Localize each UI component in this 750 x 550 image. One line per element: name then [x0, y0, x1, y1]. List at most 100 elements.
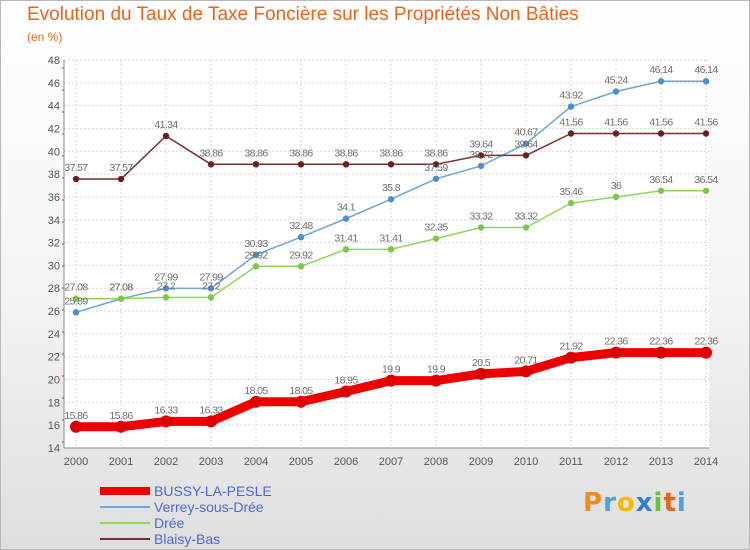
- x-tick-label: 2014: [694, 456, 718, 468]
- data-point: [117, 295, 125, 302]
- data-point: [567, 199, 575, 207]
- y-tick-label: 22: [48, 352, 60, 364]
- data-label: 38.86: [199, 147, 223, 159]
- data-label: 15.86: [109, 410, 133, 422]
- data-label: 35.8: [382, 182, 401, 194]
- data-label: 46.14: [694, 64, 718, 76]
- legend-swatch: [100, 506, 150, 508]
- data-point: [520, 365, 532, 378]
- x-tick-label: 2000: [64, 456, 88, 468]
- y-tick-label: 32: [48, 238, 60, 250]
- data-point: [702, 78, 710, 85]
- data-point: [387, 246, 395, 253]
- data-label: 36: [611, 180, 622, 192]
- data-label: 27.99: [199, 271, 223, 283]
- y-tick-label: 14: [48, 443, 60, 455]
- logo-letter: P: [583, 488, 604, 518]
- data-point: [207, 285, 215, 292]
- data-point: [297, 161, 305, 168]
- data-label: 32.48: [289, 220, 313, 232]
- data-label: 27.08: [109, 282, 133, 294]
- logo-letter: t: [663, 488, 677, 518]
- data-point: [250, 395, 262, 408]
- data-label: 34.1: [337, 202, 356, 214]
- data-point: [342, 215, 350, 222]
- y-tick-label: 42: [48, 123, 60, 135]
- x-tick-label: 2011: [559, 456, 583, 468]
- data-point: [610, 346, 622, 359]
- data-point: [340, 385, 352, 398]
- data-point: [700, 346, 712, 359]
- data-point: [162, 132, 170, 140]
- y-tick-label: 44: [48, 101, 60, 113]
- x-tick-label: 2001: [109, 456, 133, 468]
- data-point: [432, 175, 440, 182]
- data-point: [612, 130, 620, 137]
- data-label: 38.86: [244, 147, 268, 159]
- data-label: 36.54: [649, 174, 673, 186]
- data-label: 38.72: [469, 149, 493, 161]
- data-point: [70, 420, 82, 433]
- data-label: 20.5: [472, 357, 491, 369]
- data-label: 18.95: [334, 375, 358, 387]
- data-label: 27.2: [202, 280, 221, 292]
- data-point: [612, 193, 620, 201]
- data-point: [475, 367, 487, 380]
- data-label: 25.89: [64, 295, 88, 307]
- legend-swatch: [100, 538, 150, 540]
- data-label: 15.86: [64, 410, 88, 422]
- logo-letter: i: [653, 488, 664, 518]
- legend-label: Blaisy-Bas: [154, 531, 221, 547]
- data-label: 46.14: [649, 64, 673, 76]
- data-label: 27.2: [157, 280, 176, 292]
- data-point: [252, 161, 260, 168]
- x-tick-label: 2008: [424, 456, 448, 468]
- logo-letter: r: [603, 488, 617, 518]
- data-point: [567, 103, 575, 110]
- data-point: [385, 374, 397, 387]
- data-label: 43.92: [559, 90, 583, 102]
- x-tick-label: 2010: [514, 456, 538, 468]
- y-tick-label: 38: [48, 169, 60, 181]
- data-label: 41.56: [604, 116, 628, 128]
- y-tick-label: 34: [48, 215, 60, 227]
- data-label: 27.99: [154, 271, 178, 283]
- data-label: 29.92: [289, 249, 313, 261]
- data-point: [612, 88, 620, 95]
- data-label: 36.54: [694, 174, 718, 186]
- data-label: 39.64: [469, 138, 493, 150]
- y-tick-label: 16: [48, 420, 60, 432]
- data-label: 32.35: [424, 222, 448, 234]
- data-point: [252, 251, 260, 258]
- data-label: 16.33: [154, 404, 178, 416]
- data-label: 41.56: [649, 116, 673, 128]
- grid: [64, 59, 709, 449]
- data-label: 18.05: [244, 385, 268, 397]
- data-label: 38.86: [424, 147, 448, 159]
- data-label: 27.08: [109, 282, 133, 294]
- data-point: [295, 395, 307, 408]
- x-tick-label: 2004: [244, 456, 268, 468]
- y-tick-label: 48: [48, 55, 60, 67]
- data-point: [117, 175, 125, 183]
- data-point: [432, 161, 440, 168]
- y-tick-label: 46: [48, 78, 60, 90]
- data-point: [430, 374, 442, 387]
- data-point: [657, 187, 665, 194]
- data-point: [522, 152, 530, 159]
- data-label: 29.92: [244, 249, 268, 261]
- data-label: 37.57: [109, 162, 133, 174]
- data-label: 22.36: [694, 336, 718, 348]
- data-point: [477, 152, 485, 159]
- data-label: 19.9: [382, 364, 401, 376]
- y-tick-label: 28: [48, 283, 60, 295]
- y-tick-label: 20: [48, 375, 60, 387]
- data-label: 30.93: [244, 238, 268, 250]
- data-point: [567, 130, 575, 137]
- data-point: [205, 415, 217, 428]
- x-tick-label: 2006: [334, 456, 358, 468]
- data-label: 22.36: [649, 336, 673, 348]
- data-point: [702, 187, 710, 194]
- data-point: [162, 294, 170, 301]
- axes: 14 16 18 20 22 24 26 28 30 32 34 36 38 40 42 44 46 48 2000…: [48, 55, 718, 468]
